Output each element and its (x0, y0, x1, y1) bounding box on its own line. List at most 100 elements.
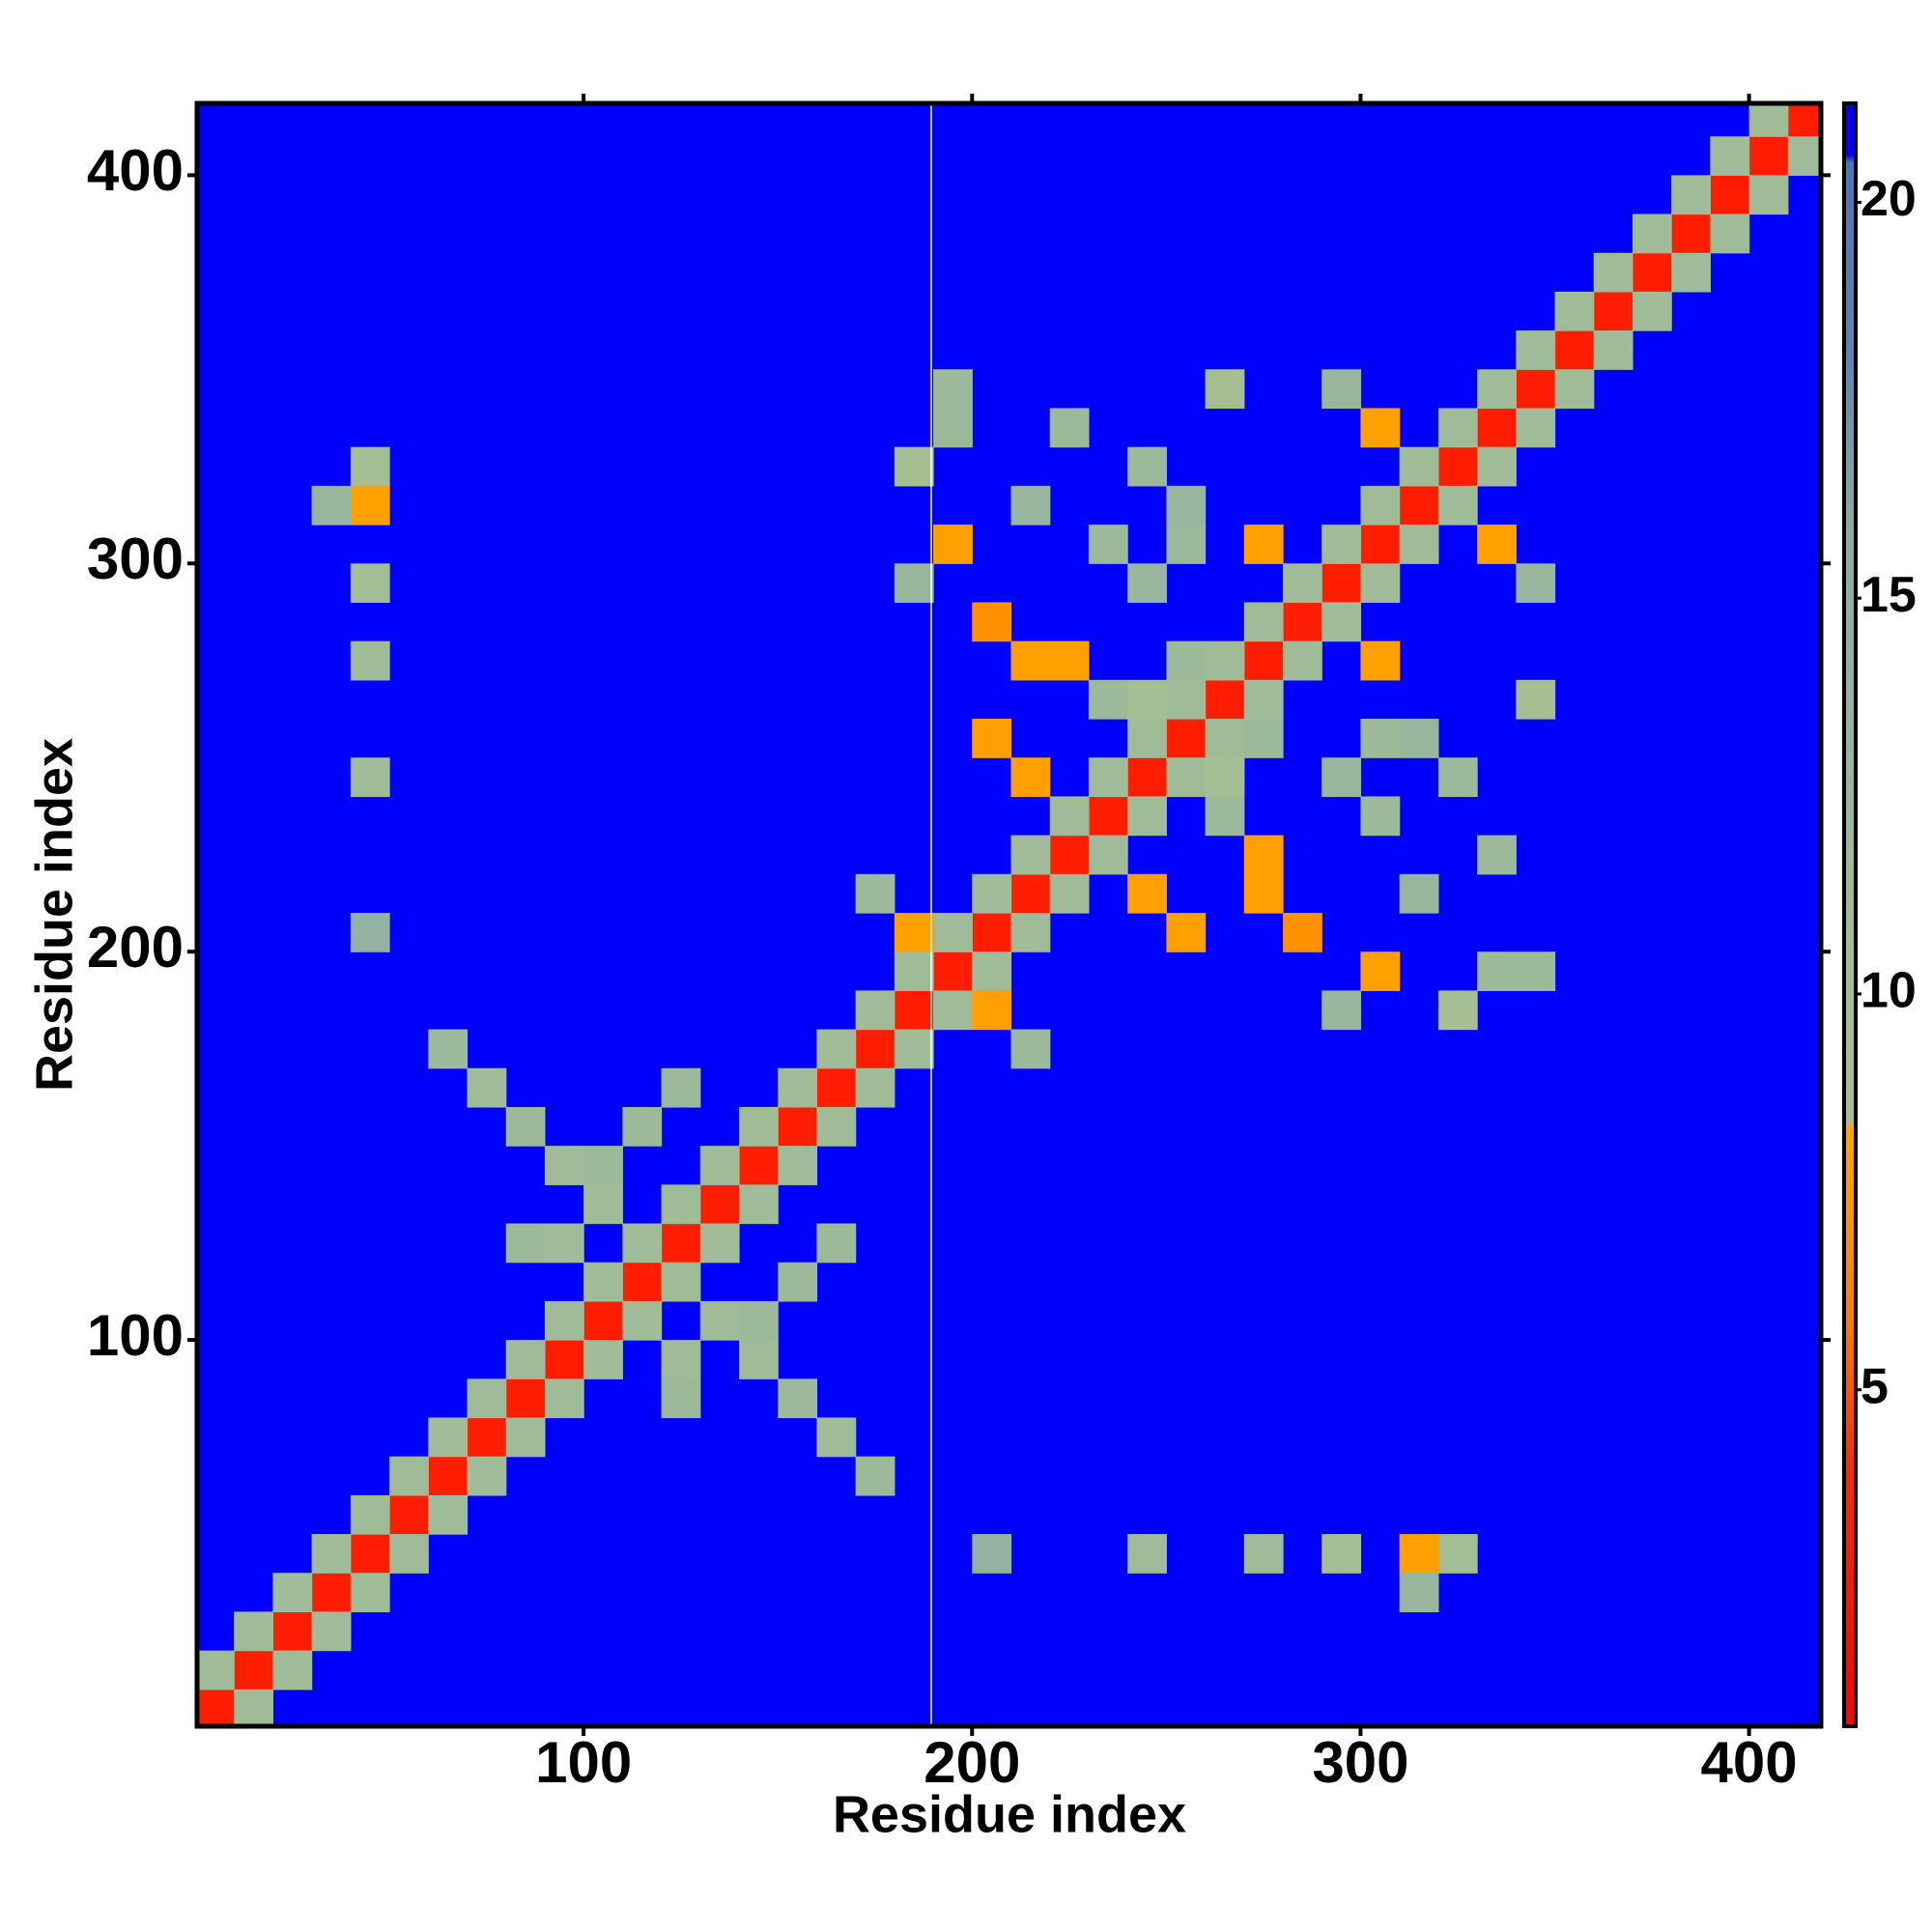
heatmap-cell (1166, 485, 1207, 526)
heatmap-cell (1399, 1573, 1439, 1613)
heatmap-cell (389, 1456, 429, 1496)
heatmap-cell (933, 990, 973, 1031)
heatmap-cell (1477, 408, 1517, 448)
heatmap-cell (661, 1262, 701, 1302)
heatmap-cell (894, 563, 934, 604)
heatmap-cell (1205, 757, 1245, 798)
heatmap-cell (583, 1300, 623, 1341)
heatmap-cell (1010, 1029, 1051, 1069)
heatmap-cell (1360, 952, 1401, 991)
heatmap-cell (1516, 369, 1556, 410)
heatmap-cell (505, 1106, 546, 1147)
heatmap-cell (894, 952, 934, 991)
heatmap-cell (1010, 485, 1051, 526)
heatmap-cell (622, 1262, 663, 1302)
heatmap-cell (1593, 291, 1634, 331)
heatmap-cell (1748, 175, 1789, 215)
heatmap-cell (1321, 525, 1362, 564)
plot-frame (194, 100, 1824, 1729)
heatmap-cell (1360, 563, 1401, 604)
heatmap-cell (505, 1340, 546, 1379)
colorbar-tick-label: 5 (1861, 1358, 1889, 1414)
heatmap-cell (1593, 252, 1634, 293)
heatmap-cell (1399, 719, 1439, 758)
heatmap-cell (1166, 719, 1207, 758)
heatmap-cell (1321, 757, 1362, 798)
heatmap-cell (739, 1146, 779, 1185)
heatmap-cell (1010, 757, 1051, 798)
heatmap-cell (272, 1573, 313, 1613)
heatmap-cell (234, 1650, 274, 1690)
heatmap-cell (1205, 369, 1245, 410)
heatmap-cell (1671, 213, 1711, 254)
y-tick-label: 100 (87, 1303, 184, 1368)
heatmap-cell (1088, 757, 1128, 798)
heatmap-cell (583, 1262, 623, 1302)
heatmap-cell (855, 1067, 895, 1108)
heatmap-cell (428, 1494, 469, 1535)
heatmap-cell (739, 1184, 779, 1225)
heatmap-cell (1554, 330, 1595, 370)
heatmap-cell (1360, 485, 1401, 526)
heatmap-cell (1399, 485, 1439, 526)
heatmap-cell (1516, 679, 1556, 720)
heatmap-cell (855, 1029, 895, 1069)
heatmap-cell (1437, 446, 1478, 487)
heatmap-cell (1671, 252, 1711, 293)
heatmap-cell (311, 1534, 352, 1574)
heatmap-cell (544, 1378, 584, 1419)
heatmap-cell (661, 1340, 701, 1379)
heatmap-cell (389, 1494, 429, 1535)
colorbar-tick-label: 10 (1861, 963, 1917, 1019)
heatmap-cell (699, 1146, 740, 1185)
heatmap-cell (1787, 136, 1822, 176)
heatmap-cell (1049, 873, 1090, 914)
heatmap-cell (778, 1106, 818, 1147)
heatmap-cell (467, 1456, 507, 1496)
heatmap-cell (583, 1184, 623, 1225)
heatmap-cell (1243, 873, 1284, 914)
heatmap-cell (350, 446, 390, 487)
heatmap-cell (816, 1029, 857, 1069)
heatmap-cell (661, 1067, 701, 1108)
heatmap-cell (197, 1689, 235, 1727)
heatmap-cell (350, 563, 390, 604)
heatmap-cell (1283, 602, 1322, 642)
heatmap-cell (1710, 175, 1750, 215)
heatmap-cell (894, 446, 934, 487)
heatmap-cell (933, 912, 973, 952)
heatmap-cell (1243, 1534, 1284, 1574)
heatmap-cell (972, 602, 1012, 642)
x-tick-label: 400 (1701, 1730, 1798, 1795)
heatmap-cell (855, 990, 895, 1031)
heatmap-cell (661, 1223, 701, 1264)
heatmap-cell (1205, 719, 1245, 758)
heatmap-cell (1399, 525, 1439, 564)
heatmap-cell (1516, 563, 1556, 604)
heatmap-cell (1127, 796, 1167, 837)
heatmap-cell (1049, 835, 1090, 875)
heatmap-cell (1399, 1534, 1439, 1574)
heatmap-cell (1477, 835, 1517, 875)
heatmap-cell (778, 1378, 818, 1419)
heatmap-cell (272, 1611, 313, 1652)
heatmap-cell (350, 1494, 390, 1535)
heatmap-cell (933, 408, 973, 448)
heatmap-cell (1127, 757, 1167, 798)
colorbar-tick-label: 20 (1861, 171, 1917, 227)
heatmap-cell (1671, 175, 1711, 215)
heatmap-cell (1010, 640, 1051, 681)
heatmap-cell (894, 990, 934, 1031)
heatmap-cell (1049, 408, 1090, 448)
heatmap-cell (544, 1223, 584, 1264)
heatmap-cell (1477, 446, 1517, 487)
heatmap-cell (1554, 369, 1595, 410)
heatmap-cell (1166, 912, 1207, 952)
heatmap-cell (1088, 835, 1128, 875)
heatmap-cell (1399, 446, 1439, 487)
heatmap-cell (428, 1029, 469, 1069)
heatmap-cell (1010, 873, 1051, 914)
heatmap-cell (1166, 640, 1207, 681)
heatmap-cell (311, 1573, 352, 1613)
